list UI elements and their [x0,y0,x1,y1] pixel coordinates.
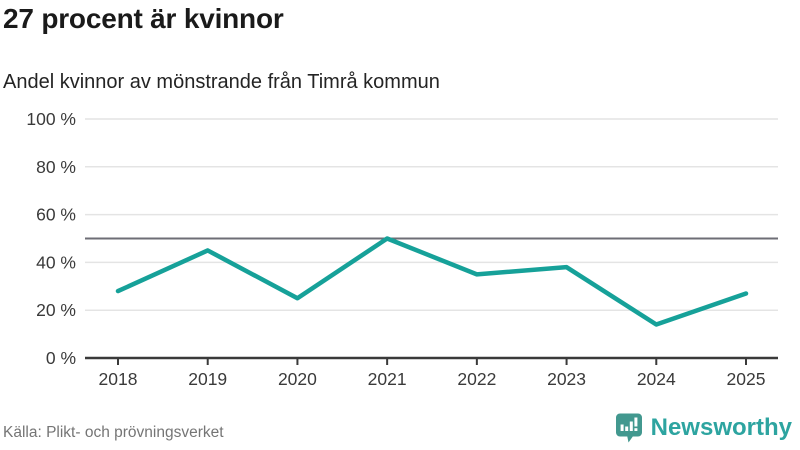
series-line-andel-kvinnor [115,236,749,327]
x-tick-label: 2018 [99,369,138,389]
chart-title: 27 procent är kvinnor [3,3,284,34]
bar-tall [629,421,633,431]
x-tick-label: 2023 [547,369,586,389]
source-text: Källa: Plikt- och prövningsverket [3,424,224,441]
chart-subtitle: Andel kvinnor av mönstrande från Timrå k… [3,71,440,93]
exclamation-dot [634,428,638,431]
y-tick-label: 80 % [36,157,76,177]
brand-wordmark: Newsworthy [650,414,792,441]
newsworthy-speech-bubble-bar-chart-icon [615,413,642,443]
newsworthy-logo: Newsworthy [615,413,792,443]
y-tick-label: 0 % [46,348,76,368]
x-tick-label: 2022 [457,369,496,389]
x-tick-label: 2021 [368,369,407,389]
x-tick-label: 2024 [637,369,676,389]
bubble-shape [615,413,642,443]
line-chart: 0 % 20 % 40 % 60 % 80 % 100 % 2018 2019 2020 2021… [26,109,778,389]
y-tick-label: 60 % [36,205,76,225]
x-tick-label: 2019 [188,369,227,389]
bar-short [620,424,624,431]
x-tick-label: 2025 [727,369,766,389]
exclamation-stem [634,417,638,427]
bar-shorter [624,426,628,431]
y-tick-label: 20 % [36,300,76,320]
x-tick-label: 2020 [278,369,317,389]
y-tick-label: 100 % [26,109,76,129]
y-tick-label: 40 % [36,252,76,272]
